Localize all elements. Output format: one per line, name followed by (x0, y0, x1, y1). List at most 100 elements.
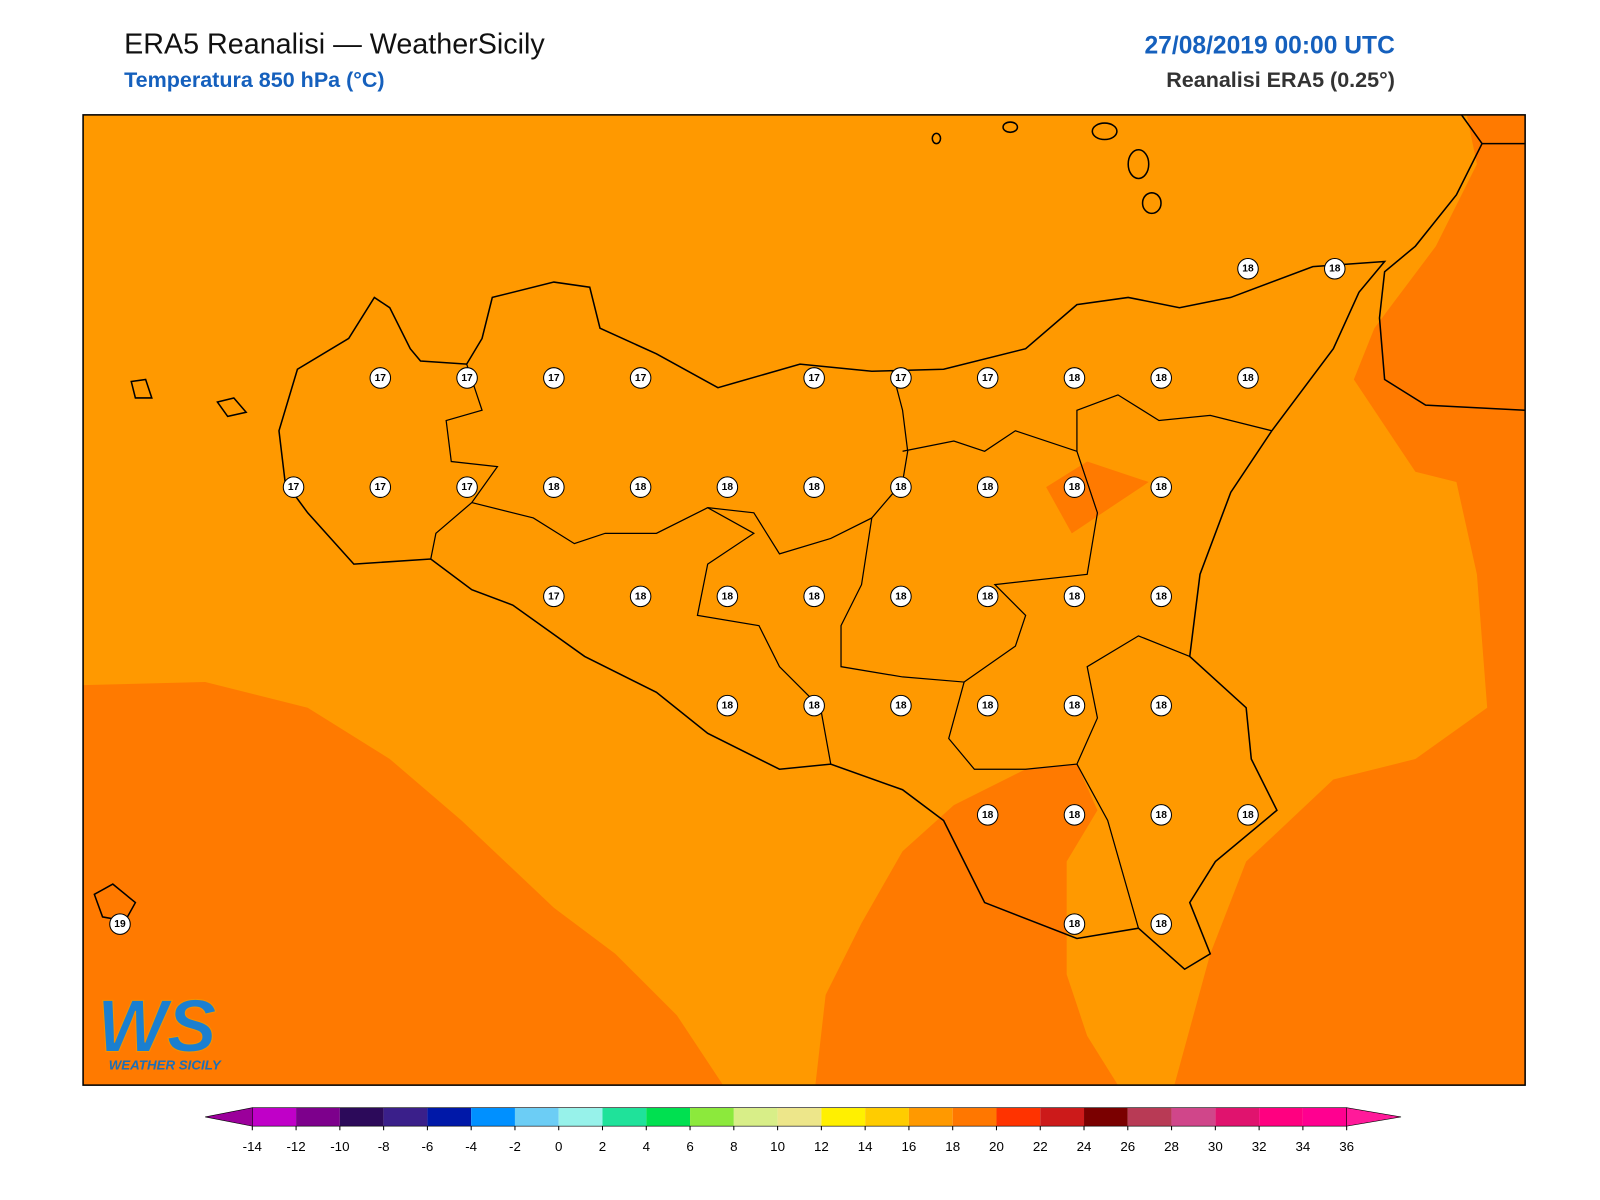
colorbar-tick-label: 24 (1077, 1139, 1092, 1154)
station-value: 17 (895, 373, 907, 384)
station-value: 18 (808, 591, 820, 602)
station-value: 18 (808, 482, 820, 493)
station-value: 18 (1242, 373, 1254, 384)
station-value: 18 (548, 482, 560, 493)
station-value: 18 (1069, 591, 1081, 602)
station-value: 17 (375, 482, 387, 493)
colorbar-tick-label: -4 (465, 1139, 477, 1154)
station-value: 17 (548, 373, 560, 384)
colorbar-tick-label: -12 (286, 1139, 305, 1154)
colorbar-tick-label: -10 (330, 1139, 349, 1154)
station-marker (1150, 804, 1172, 826)
station-value: 18 (895, 701, 907, 712)
valid-time: 27/08/2019 00:00 UTC (1144, 32, 1395, 59)
station-value: 18 (1156, 810, 1168, 821)
station-marker (282, 476, 305, 498)
colorbar-tick-label: 18 (945, 1139, 960, 1154)
colorbar-tick-label: -6 (421, 1139, 433, 1154)
colorbar-box (1215, 1107, 1260, 1127)
station-value: 18 (1156, 919, 1168, 930)
colorbar-tick-label: 4 (643, 1139, 651, 1154)
station-value: 17 (635, 373, 647, 384)
colorbar-box (1127, 1107, 1172, 1127)
station-marker (890, 367, 912, 389)
colorbar-box (908, 1107, 953, 1127)
colorbar-box (471, 1107, 515, 1127)
colorbar-tick-label: 2 (599, 1139, 606, 1154)
colorbar-box (1171, 1107, 1216, 1127)
map-frame (82, 114, 1526, 1086)
colorbar-tick-label: 20 (989, 1139, 1004, 1154)
station-marker (1063, 694, 1086, 717)
logo-mark: WS (97, 984, 216, 1067)
colorbar-tick-label: 26 (1120, 1139, 1135, 1154)
colorbar-box (1302, 1107, 1347, 1127)
colorbar-tick-label: 10 (770, 1139, 785, 1154)
station-value: 18 (1329, 264, 1341, 275)
colorbar-tick-label: 14 (858, 1139, 873, 1154)
station-value: 18 (1069, 373, 1081, 384)
logo-text: WEATHER SICILY (109, 1058, 222, 1073)
station-value: 17 (982, 373, 994, 384)
station-marker (369, 367, 392, 389)
station-marker (109, 913, 131, 935)
station-marker (543, 476, 565, 498)
title: ERA5 Reanalisi — WeatherSicily (124, 28, 545, 60)
colorbar-box (427, 1107, 472, 1127)
colorbar-tick-label: 6 (686, 1139, 693, 1154)
station-value: 19 (114, 919, 126, 930)
station-value: 17 (808, 373, 820, 384)
station-value: 18 (1156, 701, 1168, 712)
station-value: 18 (1242, 810, 1254, 821)
station-marker (890, 694, 912, 717)
station-value: 18 (722, 701, 734, 712)
colorbar-tick-label: 0 (555, 1139, 562, 1154)
station-marker (976, 476, 999, 498)
station-value: 17 (548, 591, 560, 602)
subtitle: Temperatura 850 hPa (°C) (124, 68, 384, 92)
coastlines (93, 114, 1526, 971)
station-marker (803, 367, 825, 389)
colorbar-box (252, 1107, 297, 1127)
station-marker (1063, 804, 1086, 826)
colorbar-tick-label: 34 (1295, 1139, 1310, 1154)
station-value: 18 (1242, 264, 1254, 275)
station-marker (1150, 476, 1172, 498)
colorbar-box (952, 1107, 997, 1127)
station-marker (1063, 476, 1086, 498)
station-value: 18 (982, 482, 994, 493)
station-marker (1150, 367, 1172, 389)
station-value: 18 (982, 701, 994, 712)
station-value: 18 (895, 591, 907, 602)
station-marker (1150, 694, 1172, 717)
station-marker (629, 585, 652, 608)
colorbar-over (1346, 1107, 1402, 1127)
station-marker (456, 367, 478, 389)
stations: 18 18 17 17 17 17 17 17 17 18 18 18 17 17 17 18 18 18 18 18… (109, 257, 1346, 935)
station-value: 17 (461, 373, 473, 384)
logo: WS WEATHER SICILY (97, 984, 222, 1073)
colorbar-tick-label: 28 (1164, 1139, 1179, 1154)
colorbar-tick-label: -14 (243, 1139, 263, 1154)
contour-region (83, 682, 724, 1086)
station-value: 18 (1156, 373, 1168, 384)
colorbar-tick-label: 22 (1033, 1139, 1048, 1154)
colorbar-tick-label: -2 (509, 1139, 521, 1154)
colorbar-frame (252, 1107, 1347, 1127)
station-value: 17 (375, 373, 387, 384)
colorbar-box (777, 1107, 822, 1127)
station-marker (716, 694, 739, 717)
station-marker (803, 585, 825, 608)
colorbar-box (514, 1107, 559, 1127)
station-marker (369, 476, 392, 498)
station-value: 18 (1069, 810, 1081, 821)
colorbar-box (821, 1107, 866, 1127)
colorbar-box (558, 1107, 603, 1127)
colorbar-tick-label: 16 (902, 1139, 917, 1154)
station-value: 18 (982, 810, 994, 821)
colorbar-tick-label: 30 (1208, 1139, 1223, 1154)
station-value: 18 (1156, 591, 1168, 602)
station-marker (803, 694, 825, 717)
colorbar-box (733, 1107, 778, 1127)
